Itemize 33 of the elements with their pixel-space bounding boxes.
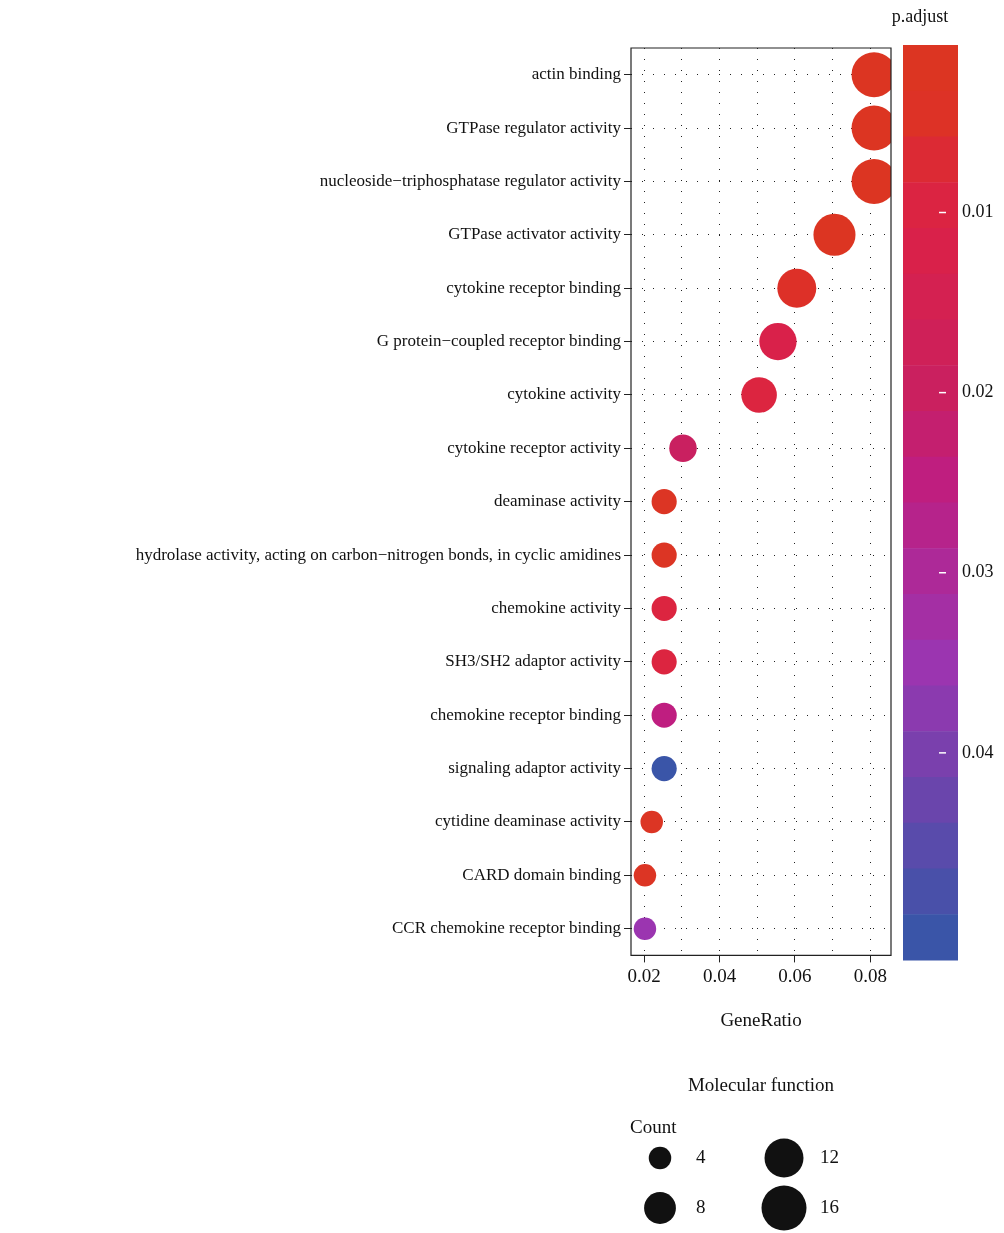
y-tick-label: actin binding — [531, 64, 622, 84]
color-bar-label: 0.04 — [962, 741, 994, 762]
legend-label: 12 — [820, 1145, 839, 1167]
y-tick-label: nucleoside−triphosphatase regulator activity — [319, 170, 622, 190]
y-tick-label: cytidine deaminase activity — [435, 811, 622, 831]
color-bar-label: 0.02 — [962, 381, 994, 402]
y-tick-label: GTPase regulator activity — [446, 117, 622, 137]
color-bar-title: p.adjust — [891, 5, 949, 26]
y-tick-label: cytokine receptor binding — [446, 277, 622, 297]
y-tick-label: signaling adaptor activity — [448, 758, 622, 778]
legend-label: 16 — [820, 1195, 839, 1217]
y-tick-label: hydrolase activity, acting on carbon−nitrogen bonds, in cyclic amidines — [135, 544, 621, 564]
x-axis-title: GeneRatio — [720, 1008, 802, 1030]
y-tick-label: chemokine receptor binding — [430, 704, 622, 724]
y-tick-label: cytokine activity — [507, 384, 622, 404]
y-tick-label: cytokine receptor activity — [447, 437, 622, 457]
y-tick-label: chemokine activity — [491, 597, 622, 617]
legend-title: Count — [630, 1115, 678, 1137]
y-tick-label: CCR chemokine receptor binding — [392, 918, 622, 938]
x-tick-label: 0.02 — [627, 964, 661, 986]
legend-label: 4 — [696, 1145, 706, 1167]
x-tick-label: 0.08 — [853, 964, 887, 986]
color-bar-label: 0.03 — [962, 561, 994, 582]
y-tick-label: G protein−coupled receptor binding — [376, 331, 622, 351]
y-tick-label: SH3/SH2 adaptor activity — [445, 651, 622, 671]
y-tick-label: CARD domain binding — [462, 864, 622, 884]
x-tick-label: 0.06 — [778, 964, 812, 986]
text: Molecular function — [687, 1073, 835, 1095]
y-tick-label: GTPase activator activity — [448, 224, 622, 244]
x-tick-label: 0.04 — [702, 964, 737, 986]
legend-label: 8 — [696, 1195, 706, 1217]
y-tick-label: deaminase activity — [494, 491, 622, 511]
color-bar-label: 0.01 — [962, 201, 994, 222]
